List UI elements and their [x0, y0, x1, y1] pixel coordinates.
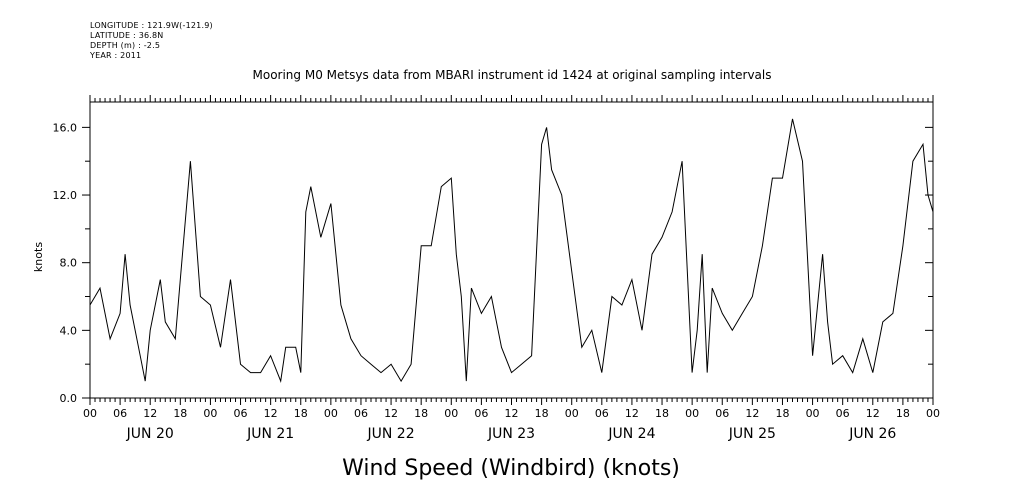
y-tick-label: 12.0 [53, 189, 78, 202]
plot-frame [89, 101, 934, 399]
x-tick-label: 18 [775, 407, 789, 420]
x-tick-label: 00 [203, 407, 217, 420]
x-tick-label: 12 [625, 407, 639, 420]
x-tick-label: 06 [113, 407, 127, 420]
y-tick-label: 8.0 [60, 257, 78, 270]
day-label: JUN 23 [487, 426, 535, 442]
x-tick-label: 18 [173, 407, 187, 420]
meta-latitude: LATITUDE : 36.8N [90, 31, 164, 40]
y-tick-label: 0.0 [60, 392, 78, 405]
x-tick-label: 06 [595, 407, 609, 420]
x-tick-label: 18 [414, 407, 428, 420]
x-tick-label: 00 [444, 407, 458, 420]
x-tick-label: 00 [685, 407, 699, 420]
x-tick-label: 12 [143, 407, 157, 420]
x-tick-label: 00 [926, 407, 940, 420]
day-labels: JUN 20 JUN 21 JUN 22 JUN 23 JUN 24 JUN 25 JUN … [126, 426, 897, 442]
x-tick-label: 06 [715, 407, 729, 420]
x-tick-label: 12 [866, 407, 880, 420]
metadata-block: LONGITUDE : 121.9W(-121.9) LATITUDE : 36… [90, 21, 213, 61]
x-tick-label: 18 [535, 407, 549, 420]
meta-depth: DEPTH (m) : -2.5 [90, 41, 161, 50]
y-tick-label: 4.0 [60, 324, 78, 337]
day-label: JUN 21 [246, 426, 294, 442]
y-tick-label: 16.0 [53, 121, 78, 134]
chart-subtitle: Wind Speed (Windbird) (knots) [342, 456, 680, 481]
meta-year: YEAR : 2011 [90, 51, 142, 60]
x-tick-label: 06 [234, 407, 248, 420]
day-label: JUN 20 [126, 426, 174, 442]
wind-speed-series-line [89, 118, 934, 384]
day-label: JUN 22 [367, 426, 415, 442]
x-tick-label: 00 [806, 407, 820, 420]
y-tick-labels: 0.0 4.0 8.0 12.0 16.0 [53, 121, 78, 405]
day-label: JUN 26 [848, 426, 896, 442]
day-label: JUN 24 [607, 426, 655, 442]
x-tick-label: 18 [655, 407, 669, 420]
day-label: JUN 25 [728, 426, 776, 442]
y-axis-label: knots [32, 242, 45, 272]
x-tick-label: 12 [745, 407, 759, 420]
x-tick-label: 18 [896, 407, 910, 420]
x-tick-label: 12 [264, 407, 278, 420]
axis-ticks [82, 95, 934, 405]
meta-longitude: LONGITUDE : 121.9W(-121.9) [90, 21, 213, 30]
x-tick-label: 18 [294, 407, 308, 420]
x-tick-label: 00 [565, 407, 579, 420]
chart-title: Mooring M0 Metsys data from MBARI instru… [253, 68, 772, 82]
x-tick-label: 00 [324, 407, 338, 420]
x-tick-label: 12 [505, 407, 519, 420]
x-tick-label: 12 [384, 407, 398, 420]
x-tick-label: 06 [474, 407, 488, 420]
x-tick-label: 06 [354, 407, 368, 420]
x-tick-label: 06 [836, 407, 850, 420]
x-tick-labels: 00 06 12 18 00 06 12 18 00 06 12 18 00 06 12 18 00 06 12 18… [83, 407, 940, 420]
x-tick-label: 00 [83, 407, 97, 420]
